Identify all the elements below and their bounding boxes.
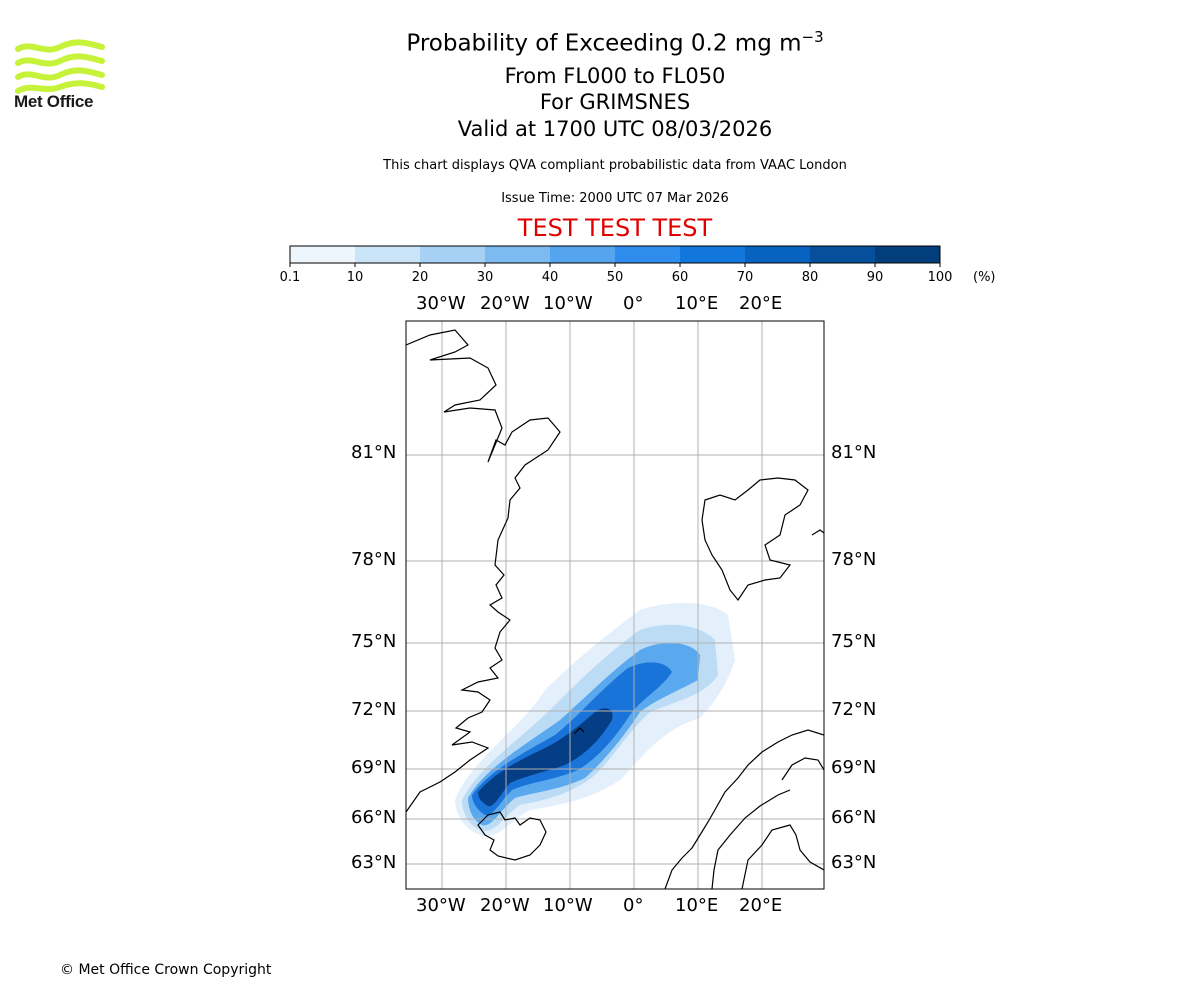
map-frame — [405, 320, 825, 890]
lat-label-left-72n: 72°N — [351, 699, 397, 720]
lon-label-bottom-20w: 20°W — [480, 895, 530, 916]
lat-label-left-69n: 69°N — [351, 757, 397, 778]
copyright-notice: © Met Office Crown Copyright — [60, 962, 272, 978]
location: For GRIMSNES — [539, 90, 691, 114]
lat-label-right-75n: 75°N — [831, 631, 877, 652]
lat-label-left-75n: 75°N — [351, 631, 397, 652]
lat-label-right-81n: 81°N — [831, 442, 877, 463]
graticule — [406, 321, 824, 889]
lat-label-right-72n: 72°N — [831, 699, 877, 720]
lon-label-top-0: 0° — [623, 293, 644, 314]
issue-time: Issue Time: 2000 UTC 07 Mar 2026 — [501, 191, 729, 206]
colorbar-segment-2 — [420, 246, 485, 263]
colorbar — [289, 245, 941, 267]
lon-label-bottom-0: 0° — [623, 895, 644, 916]
colorbar-tick-4: 40 — [541, 270, 559, 285]
colorbar-tick-5: 50 — [606, 270, 624, 285]
colorbar-segment-5 — [615, 246, 680, 263]
coastlines — [406, 329, 824, 889]
ash-probability-plume — [455, 603, 735, 836]
lon-label-top-30w: 30°W — [416, 293, 466, 314]
lon-label-top-10e: 10°E — [675, 293, 719, 314]
lat-label-right-69n: 69°N — [831, 757, 877, 778]
iceland-coast — [477, 811, 547, 861]
jan-mayen-coast — [573, 727, 585, 735]
lat-label-left-78n: 78°N — [351, 549, 397, 570]
colorbar-segment-7 — [745, 246, 810, 263]
logo-text: Met Office — [14, 92, 94, 111]
lon-label-bottom-30w: 30°W — [416, 895, 466, 916]
lat-label-right-66n: 66°N — [831, 807, 877, 828]
lat-label-left-81n: 81°N — [351, 442, 397, 463]
lat-label-left-66n: 66°N — [351, 807, 397, 828]
colorbar-segment-3 — [485, 246, 550, 263]
colorbar-unit: (%) — [973, 270, 996, 285]
colorbar-tick-3: 30 — [476, 270, 494, 285]
colorbar-tick-8: 80 — [801, 270, 819, 285]
sweden-coast — [711, 789, 791, 889]
met-office-logo-icon — [15, 39, 105, 94]
colorbar-segment-0 — [290, 246, 355, 263]
valid-time: Valid at 1700 UTC 08/03/2026 — [457, 117, 773, 141]
island-coast — [811, 529, 824, 536]
flight-levels: From FL000 to FL050 — [504, 64, 726, 88]
colorbar-segment-9 — [875, 246, 940, 263]
lon-label-bottom-20e: 20°E — [739, 895, 783, 916]
finland-coast — [781, 757, 824, 781]
colorbar-tick-1: 10 — [346, 270, 364, 285]
colorbar-tick-2: 20 — [411, 270, 429, 285]
colorbar-tick-6: 60 — [671, 270, 689, 285]
lon-label-bottom-10w: 10°W — [543, 895, 593, 916]
gulf-coast — [741, 824, 824, 889]
lat-label-right-78n: 78°N — [831, 549, 877, 570]
lat-label-right-63n: 63°N — [831, 852, 877, 873]
scandinavia-coast — [664, 729, 824, 889]
colorbar-tick-10: 100 — [927, 270, 953, 285]
lon-label-bottom-10e: 10°E — [675, 895, 719, 916]
lat-label-left-63n: 63°N — [351, 852, 397, 873]
colorbar-segment-4 — [550, 246, 615, 263]
colorbar-tick-7: 70 — [736, 270, 754, 285]
lon-label-top-20e: 20°E — [739, 293, 783, 314]
colorbar-segment-8 — [810, 246, 875, 263]
map-area — [406, 321, 824, 889]
plume-band-90 — [478, 708, 613, 807]
lon-label-top-10w: 10°W — [543, 293, 593, 314]
lon-label-top-20w: 20°W — [480, 293, 530, 314]
svalbard-coast — [701, 477, 809, 602]
colorbar-tick-0: 0.1 — [279, 270, 301, 285]
greenland-coast — [406, 329, 561, 813]
colorbar-segment-1 — [355, 246, 420, 263]
colorbar-segment-6 — [680, 246, 745, 263]
chart-title: Probability of Exceeding 0.2 mg m−3 — [406, 28, 824, 57]
colorbar-tick-9: 90 — [866, 270, 884, 285]
test-banner: TEST TEST TEST — [517, 214, 713, 242]
chart-description: This chart displays QVA compliant probab… — [383, 158, 847, 173]
